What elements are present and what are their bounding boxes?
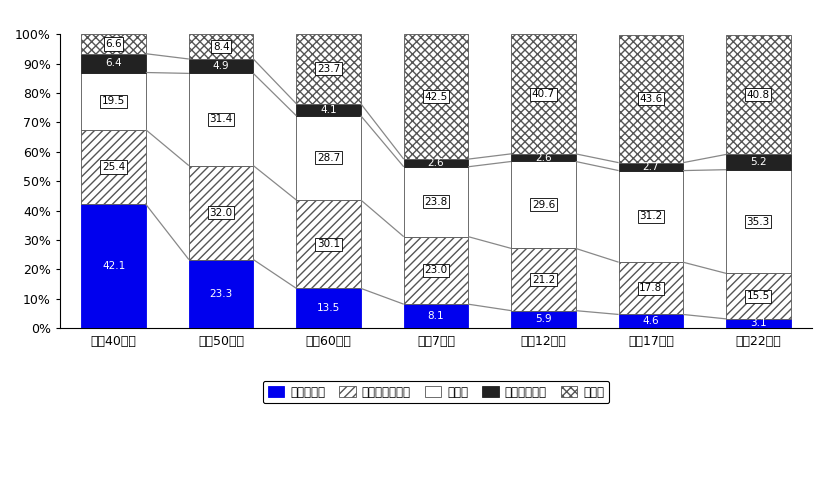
Bar <box>189 260 253 328</box>
Text: 8.1: 8.1 <box>428 311 444 321</box>
Text: 42.5: 42.5 <box>424 92 447 102</box>
Text: 2.6: 2.6 <box>535 152 552 163</box>
Text: 28.7: 28.7 <box>317 153 340 163</box>
Text: 32.0: 32.0 <box>209 207 232 217</box>
Text: 35.3: 35.3 <box>747 217 770 227</box>
Bar <box>619 34 683 163</box>
Text: 8.4: 8.4 <box>213 42 229 52</box>
Text: 30.1: 30.1 <box>317 239 340 249</box>
Text: 23.8: 23.8 <box>424 197 447 206</box>
Text: 2.6: 2.6 <box>428 158 444 168</box>
Bar <box>189 74 253 165</box>
Bar <box>511 34 576 154</box>
Bar <box>511 162 576 249</box>
Bar <box>189 59 253 74</box>
Bar <box>726 319 791 328</box>
Text: 25.4: 25.4 <box>102 162 125 172</box>
Bar <box>296 104 361 116</box>
Text: 43.6: 43.6 <box>639 94 662 104</box>
Text: 23.7: 23.7 <box>317 64 340 74</box>
Text: 19.5: 19.5 <box>102 96 125 106</box>
Text: 6.4: 6.4 <box>105 58 122 68</box>
Text: 6.6: 6.6 <box>105 39 122 49</box>
Bar <box>189 165 253 260</box>
Text: 15.5: 15.5 <box>747 291 770 301</box>
Bar <box>81 54 146 73</box>
Text: 31.2: 31.2 <box>639 211 662 221</box>
Text: 4.9: 4.9 <box>213 61 229 71</box>
Text: 13.5: 13.5 <box>317 303 340 313</box>
Bar <box>726 170 791 273</box>
Bar <box>404 167 468 237</box>
Bar <box>726 154 791 170</box>
Bar <box>619 171 683 262</box>
Bar <box>81 73 146 130</box>
Bar <box>81 205 146 328</box>
Text: 5.9: 5.9 <box>535 315 552 324</box>
Bar <box>404 237 468 304</box>
Bar <box>511 249 576 311</box>
Text: 23.3: 23.3 <box>209 289 232 299</box>
Bar <box>511 154 576 162</box>
Text: 40.7: 40.7 <box>532 89 555 99</box>
Bar <box>726 273 791 319</box>
Legend: 農林水産業, その他の自営業, 被用者, その他の職業, 無　職: 農林水産業, その他の自営業, 被用者, その他の職業, 無 職 <box>263 381 609 403</box>
Text: 23.0: 23.0 <box>424 265 447 275</box>
Text: 3.1: 3.1 <box>750 318 767 328</box>
Bar <box>726 34 791 154</box>
Bar <box>189 34 253 59</box>
Bar <box>404 34 468 159</box>
Text: 5.2: 5.2 <box>750 157 767 167</box>
Bar <box>296 34 361 104</box>
Text: 40.8: 40.8 <box>747 89 770 99</box>
Bar <box>296 288 361 328</box>
Bar <box>81 34 146 54</box>
Text: 17.8: 17.8 <box>639 283 662 293</box>
Bar <box>81 130 146 205</box>
Text: 29.6: 29.6 <box>532 200 555 210</box>
Text: 21.2: 21.2 <box>532 274 555 284</box>
Text: 31.4: 31.4 <box>209 115 232 124</box>
Text: 2.7: 2.7 <box>643 162 659 172</box>
Bar <box>296 116 361 200</box>
Text: 4.1: 4.1 <box>320 105 337 115</box>
Bar <box>296 200 361 288</box>
Text: 4.6: 4.6 <box>643 316 659 326</box>
Bar <box>404 304 468 328</box>
Bar <box>619 315 683 328</box>
Bar <box>619 163 683 171</box>
Bar <box>511 311 576 328</box>
Bar <box>619 262 683 315</box>
Text: 42.1: 42.1 <box>102 261 125 271</box>
Bar <box>404 159 468 167</box>
